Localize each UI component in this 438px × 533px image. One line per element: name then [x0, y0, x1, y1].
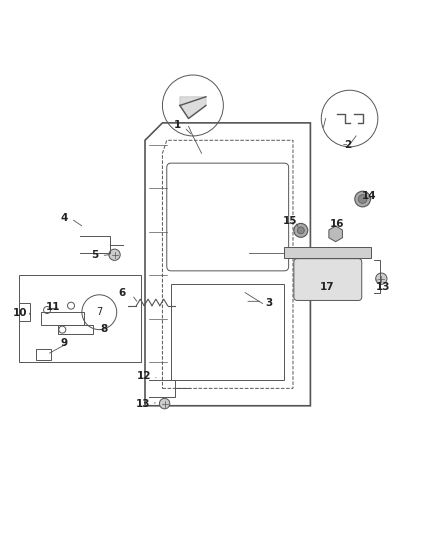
Text: 15: 15 — [283, 216, 298, 226]
Circle shape — [294, 223, 308, 237]
Bar — [19, 275, 141, 362]
Text: 13: 13 — [136, 399, 150, 409]
Text: 17: 17 — [320, 282, 334, 292]
Text: 7: 7 — [96, 307, 102, 317]
Text: 2: 2 — [344, 140, 351, 150]
Text: 3: 3 — [265, 298, 273, 309]
Polygon shape — [180, 97, 206, 118]
FancyBboxPatch shape — [294, 259, 362, 301]
Text: 1: 1 — [174, 120, 181, 130]
Text: 12: 12 — [137, 371, 152, 381]
Circle shape — [358, 195, 367, 204]
Text: 16: 16 — [330, 219, 345, 229]
Circle shape — [159, 398, 170, 409]
Bar — [19, 303, 30, 321]
Text: 4: 4 — [61, 213, 68, 223]
Text: 13: 13 — [376, 281, 391, 292]
Text: 14: 14 — [362, 191, 377, 200]
Bar — [58, 325, 93, 334]
Bar — [171, 284, 284, 379]
Circle shape — [109, 249, 120, 261]
Bar — [284, 247, 371, 258]
Circle shape — [82, 295, 117, 329]
Text: 9: 9 — [61, 338, 68, 348]
Bar — [36, 349, 51, 360]
Text: 5: 5 — [92, 250, 99, 260]
Text: 10: 10 — [13, 308, 27, 318]
Bar — [41, 312, 84, 325]
Circle shape — [355, 191, 371, 207]
Text: 6: 6 — [119, 288, 126, 297]
Circle shape — [376, 273, 387, 284]
Text: 8: 8 — [100, 324, 107, 334]
Circle shape — [297, 227, 304, 234]
Text: 11: 11 — [46, 302, 60, 312]
